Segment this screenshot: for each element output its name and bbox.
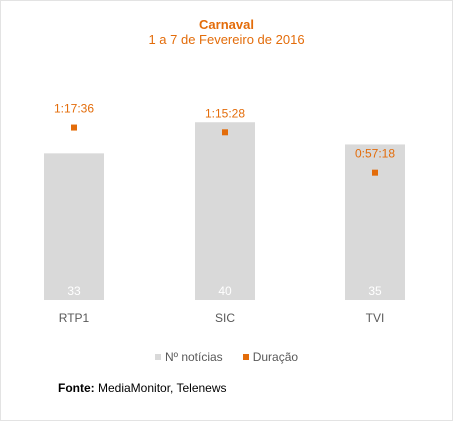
duration-label-rtp1: 1:17:36 — [54, 102, 94, 116]
source-text: MediaMonitor, Telenews — [98, 381, 227, 395]
source-label: Fonte: — [58, 381, 95, 395]
bar-value-label-tvi: 35 — [368, 284, 382, 298]
category-label-sic: SIC — [215, 311, 235, 325]
legend-label-bars: Nº notícias — [164, 350, 223, 364]
bar-value-label-rtp1: 33 — [67, 284, 81, 298]
chart-legend: Nº notícias Duração — [0, 350, 453, 364]
duration-point-sic — [222, 129, 228, 136]
category-label-rtp1: RTP1 — [59, 311, 90, 325]
legend-item-duration: Duração — [242, 350, 299, 364]
bar-value-label-sic: 40 — [218, 284, 232, 298]
legend-label-duration: Duração — [252, 350, 299, 364]
duration-label-tvi: 0:57:18 — [355, 147, 395, 161]
bar-tvi — [345, 144, 405, 300]
legend-swatch-duration — [242, 354, 249, 360]
duration-label-sic: 1:15:28 — [205, 106, 245, 120]
source-note: Fonte: MediaMonitor, Telenews — [58, 381, 227, 395]
bar-rtp1 — [44, 153, 104, 300]
bar-sic — [195, 122, 255, 300]
chart-title: Carnaval — [199, 17, 254, 32]
legend-swatch-bars — [154, 354, 161, 360]
legend-item-bars: Nº notícias — [154, 350, 223, 364]
category-label-tvi: TVI — [366, 311, 385, 325]
duration-point-tvi — [372, 169, 378, 176]
chart-subtitle: 1 a 7 de Fevereiro de 2016 — [148, 32, 305, 47]
duration-point-rtp1 — [71, 124, 77, 131]
